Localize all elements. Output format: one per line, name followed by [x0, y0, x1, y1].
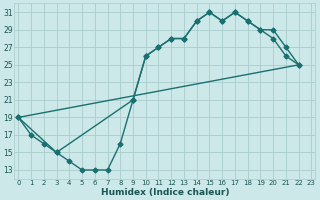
X-axis label: Humidex (Indice chaleur): Humidex (Indice chaleur)	[100, 188, 229, 197]
